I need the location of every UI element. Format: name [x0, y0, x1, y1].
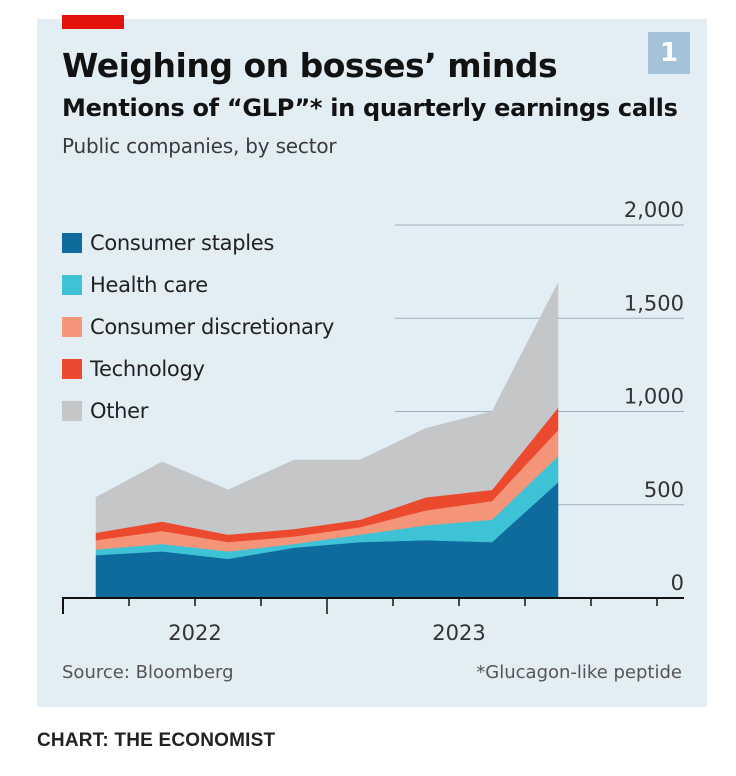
- legend-swatch: [62, 401, 82, 421]
- legend-item-health-care: Health care: [62, 264, 334, 306]
- legend-label: Consumer discretionary: [90, 315, 335, 339]
- x-year-label: 2023: [432, 621, 485, 645]
- legend-swatch: [62, 275, 82, 295]
- chart-subsubtitle: Public companies, by sector: [62, 134, 337, 158]
- legend-item-other: Other: [62, 390, 334, 432]
- source-note: Source: Bloomberg: [62, 662, 234, 683]
- chart-credit: CHART: THE ECONOMIST: [37, 730, 276, 751]
- legend: Consumer staples Health care Consumer di…: [62, 222, 334, 432]
- area-other: [95, 282, 559, 535]
- brand-red-tab: [62, 15, 124, 29]
- y-tick-label: 1,500: [624, 291, 684, 315]
- chart-title: Weighing on bosses’ minds: [62, 46, 558, 85]
- legend-item-consumer-discretionary: Consumer discretionary: [62, 306, 334, 348]
- chart-subtitle: Mentions of “GLP”* in quarterly earnings…: [62, 94, 678, 122]
- legend-swatch: [62, 233, 82, 253]
- y-tick-label: 2,000: [624, 198, 684, 222]
- y-tick-label: 500: [644, 478, 684, 502]
- y-tick-label: 1,000: [624, 385, 684, 409]
- x-year-label: 2022: [168, 621, 221, 645]
- legend-label: Other: [90, 399, 149, 423]
- legend-label: Technology: [90, 357, 205, 381]
- y-tick-label: 0: [671, 571, 684, 595]
- legend-label: Consumer staples: [90, 231, 275, 255]
- legend-item-technology: Technology: [62, 348, 334, 390]
- legend-item-consumer-staples: Consumer staples: [62, 222, 334, 264]
- chart-number-badge: 1: [648, 32, 690, 74]
- legend-label: Health care: [90, 273, 208, 297]
- legend-swatch: [62, 317, 82, 337]
- legend-swatch: [62, 359, 82, 379]
- footnote: *Glucagon-like peptide: [476, 662, 682, 683]
